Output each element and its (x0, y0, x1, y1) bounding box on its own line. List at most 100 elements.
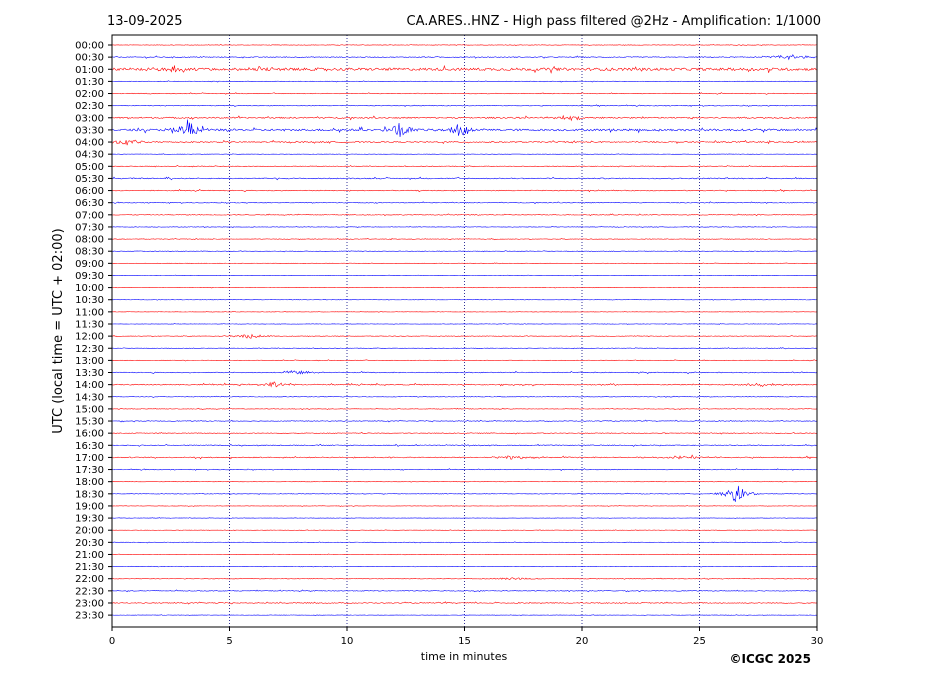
trace-row (111, 43, 817, 46)
y-tick-label: 06:30 (75, 198, 104, 209)
trace-row (111, 139, 818, 146)
trace-row (111, 468, 818, 471)
x-tick-label: 20 (576, 636, 589, 647)
y-tick-label: 19:00 (75, 501, 104, 512)
trace-row (111, 505, 818, 507)
y-axis-label: UTC (local time = UTC + 02:00) (51, 228, 66, 433)
y-tick-label: 02:30 (75, 101, 104, 112)
y-tick-label: 14:00 (75, 380, 104, 391)
y-tick-label: 07:30 (75, 222, 104, 233)
trace-row (111, 153, 818, 155)
y-tick-label: 18:30 (75, 489, 104, 500)
x-axis-ticks: 0 5 10 15 20 25 30 (109, 627, 824, 647)
trace-row (111, 238, 818, 241)
y-tick-label: 13:30 (75, 368, 104, 379)
y-tick-label: 08:00 (75, 235, 104, 246)
trace-row (111, 443, 818, 447)
x-tick-label: 15 (458, 636, 471, 647)
trace-row (111, 407, 818, 410)
trace-row (111, 262, 818, 265)
y-tick-label: 14:30 (75, 392, 104, 403)
trace-row (111, 189, 818, 193)
y-tick-label: 21:00 (75, 550, 104, 561)
trace-row (111, 529, 818, 531)
trace-row (111, 431, 818, 435)
y-tick-label: 16:00 (75, 429, 104, 440)
trace-row (111, 92, 818, 95)
y-tick-label: 13:00 (75, 356, 104, 367)
y-tick-label: 21:30 (75, 562, 104, 573)
trace-row (111, 298, 818, 301)
trace-row (111, 250, 818, 253)
header-title: CA.ARES..HNZ - High pass filtered @2Hz -… (407, 14, 821, 29)
trace-row (111, 311, 818, 313)
trace-row (111, 347, 818, 350)
x-tick-label: 10 (341, 636, 354, 647)
vertical-grid (229, 35, 700, 627)
y-tick-label: 05:30 (75, 174, 104, 185)
trace-row (111, 114, 818, 122)
y-tick-label: 02:00 (75, 89, 104, 100)
trace-row (111, 323, 818, 325)
trace-row (111, 614, 818, 616)
trace-row (111, 541, 818, 544)
y-tick-label: 10:00 (75, 283, 104, 294)
trace-row (111, 64, 818, 74)
trace-row (111, 225, 818, 228)
trace-row (111, 577, 818, 581)
trace-row (111, 54, 818, 61)
y-tick-label: 04:00 (75, 138, 104, 149)
trace-row (111, 395, 818, 398)
trace-row (111, 517, 818, 519)
x-tick-label: 5 (226, 636, 232, 647)
y-tick-label: 05:00 (75, 162, 104, 173)
y-tick-label: 04:30 (75, 150, 104, 161)
y-tick-label: 07:00 (75, 210, 104, 221)
y-tick-label: 00:00 (75, 41, 104, 52)
trace-row (111, 165, 818, 168)
y-tick-label: 08:30 (75, 247, 104, 258)
y-tick-label: 23:00 (75, 598, 104, 609)
y-tick-label: 01:30 (75, 77, 104, 88)
trace-row (111, 80, 818, 83)
y-tick-label: 12:00 (75, 332, 104, 343)
trace-row (111, 553, 818, 556)
y-tick-label: 17:00 (75, 453, 104, 464)
trace-row (111, 454, 818, 460)
y-tick-label: 10:30 (75, 295, 104, 306)
y-tick-label: 22:30 (75, 586, 104, 597)
y-tick-label: 20:00 (75, 526, 104, 537)
trace-row (111, 370, 818, 375)
y-tick-label: 11:30 (75, 319, 104, 330)
trace-row (111, 104, 818, 108)
x-tick-label: 0 (109, 636, 115, 647)
y-tick-label: 15:00 (75, 404, 104, 415)
y-tick-label: 11:00 (75, 307, 104, 318)
trace-row (112, 274, 818, 277)
y-tick-label: 03:30 (75, 125, 104, 136)
y-tick-label: 12:30 (75, 344, 104, 355)
y-tick-label: 03:00 (75, 113, 104, 124)
trace-row (111, 201, 818, 205)
copyright-text: ©ICGC 2025 (729, 652, 811, 666)
trace-row (111, 485, 817, 502)
seismic-traces (111, 43, 818, 616)
trace-row (111, 333, 818, 339)
y-tick-label: 20:30 (75, 538, 104, 549)
y-tick-label: 06:00 (75, 186, 104, 197)
y-tick-labels: 00:0000:3001:0001:3002:0002:3003:0003:30… (75, 41, 112, 622)
x-axis-label: time in minutes (421, 650, 508, 663)
trace-row (111, 419, 818, 423)
trace-row (111, 176, 818, 181)
x-tick-label: 30 (811, 636, 824, 647)
plot-frame (111, 34, 818, 628)
y-tick-label: 00:30 (75, 53, 104, 64)
y-tick-label: 09:00 (75, 259, 104, 270)
y-tick-label: 22:00 (75, 574, 104, 585)
trace-row (111, 601, 818, 605)
trace-row (111, 565, 818, 568)
y-tick-label: 19:30 (75, 514, 104, 525)
y-tick-label: 15:30 (75, 417, 104, 428)
